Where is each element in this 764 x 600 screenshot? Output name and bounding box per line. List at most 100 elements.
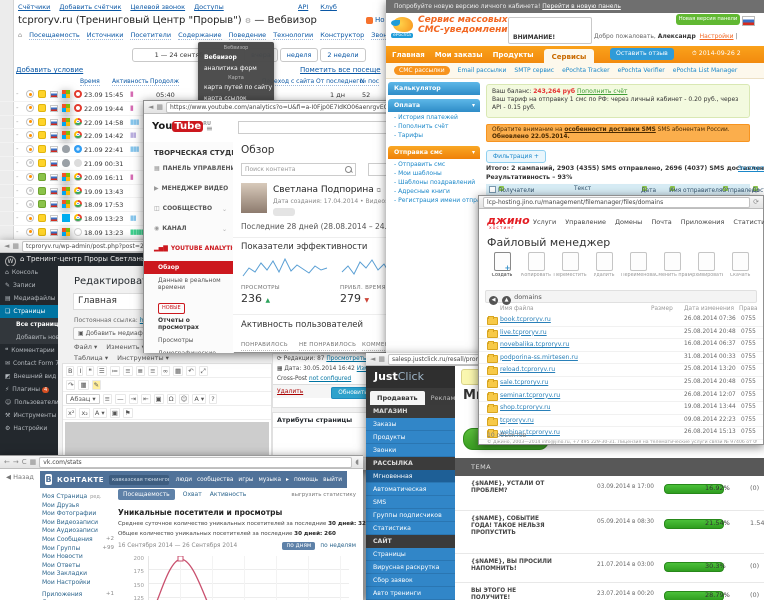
webvisor-replay-icon[interactable] [26, 117, 34, 126]
chart-plot-area[interactable] [148, 555, 349, 600]
sms-campaigns-tab-active[interactable]: СМС рассылки [394, 66, 450, 75]
webvisor-replay-icon[interactable] [26, 214, 34, 223]
tabs-icon[interactable]: ▦ [156, 102, 164, 111]
sidebar-link[interactable]: - Тарифы [394, 132, 423, 139]
column-header[interactable]: Отправлено + [722, 186, 759, 194]
tab-reach[interactable]: Охват [182, 491, 202, 498]
sidebar-item[interactable]: МАГАЗИН [366, 405, 455, 418]
sidebar-item[interactable]: SMS [366, 496, 455, 509]
column-header[interactable]: Получатели + [498, 186, 535, 194]
back-icon[interactable]: ← [4, 457, 10, 466]
wp-menu-item[interactable]: ❏ Страницы [0, 305, 58, 318]
wp-menu-item[interactable]: ⚒ Инструменты [5, 412, 57, 419]
theme-column-header[interactable]: ТЕМА [471, 463, 492, 471]
wp-menu-item[interactable]: ⚙ Настройки [5, 425, 48, 432]
crosspost-link[interactable]: not configured [308, 376, 352, 382]
editor-icon[interactable]: Ω [166, 393, 176, 404]
editor-icon[interactable]: ❝ [86, 365, 94, 376]
calculator-header[interactable]: Калькулятор [388, 82, 480, 95]
channel-avatar[interactable] [241, 183, 267, 213]
back-icon[interactable]: ◄ [4, 241, 10, 250]
hosting-nav-item[interactable]: Домены [614, 218, 643, 226]
wp-menu-item[interactable]: ▤ Медиафайлы [5, 295, 56, 302]
sidebar-item[interactable]: Звонки [366, 444, 455, 457]
webvisor-replay-icon[interactable] [26, 186, 34, 195]
send-sms-header[interactable]: Отправка смс ▾ [388, 146, 480, 159]
wp-menu-item[interactable]: Добавить новую [0, 331, 58, 344]
gear-icon[interactable]: ⚙ [244, 17, 252, 25]
sort-icon[interactable]: + [642, 186, 647, 191]
analytics-submenu-item[interactable]: НОВЫЕ [158, 303, 185, 314]
nav-link[interactable]: выйти [323, 476, 342, 483]
wp-menu-item[interactable]: ⚡ Плагины 4 [5, 386, 50, 393]
language-flag-icon[interactable] [742, 16, 755, 26]
editor-icon[interactable]: B [66, 365, 75, 376]
subnav-link[interactable]: Email рассылки [457, 67, 507, 74]
back-icon[interactable]: ◀ [489, 296, 498, 305]
youtube-logo[interactable]: You Tube RU [152, 121, 212, 132]
sidebar-link[interactable]: Мои Закладки [42, 570, 87, 578]
editor-icon[interactable]: ≣ [135, 365, 146, 376]
nav-tab[interactable]: Технологии [273, 31, 314, 40]
by-week-button[interactable]: по неделям [320, 543, 356, 549]
edit-date-link[interactable]: Изменить [356, 366, 366, 372]
nav-link[interactable]: люди [175, 476, 192, 483]
back-link[interactable]: ◀ Назад [6, 473, 34, 481]
folder-row[interactable]: podporina-ss.mirtesen.ru 31.08.2014 00:3… [479, 352, 763, 365]
filter-button[interactable]: Фильтрация + [486, 150, 546, 163]
sort-icon[interactable]: + [723, 186, 728, 191]
feedback-button[interactable]: Оставить отзыв [610, 48, 674, 60]
home-icon[interactable]: ⌂ [20, 255, 27, 263]
campaign-row[interactable]: {$NAME}, ВЫ ПРОСИЛИ НАПОМНИТЬ! 21.07.201… [455, 554, 764, 583]
reload-icon[interactable]: C [21, 457, 27, 466]
sidebar-item[interactable]: САЙТ [366, 535, 455, 548]
column-header[interactable]: От последнего [316, 78, 364, 86]
subnav-link[interactable]: ePochta Tracker [562, 67, 610, 74]
expand-icon[interactable]: - [16, 227, 19, 236]
column-header[interactable]: Активность [112, 78, 149, 86]
sidebar-link[interactable]: Мои Аудиозаписи [42, 527, 98, 535]
folder-row[interactable]: tcproryv.ru 09.08.2014 22:23 0755 [479, 415, 763, 428]
wp-menu-item[interactable]: ☺ Пользователи [5, 399, 58, 406]
report-period[interactable]: Последние 28 дней (28.08.2014 – 24.09.20… [241, 222, 421, 231]
wp-menu-item[interactable]: ✎ Записи [5, 282, 36, 289]
campaign-row[interactable]: ВЫ ЭТОГО НЕ ПОЛУЧИТЕ! 23.07.2014 в 00:20… [455, 583, 764, 600]
expand-icon[interactable]: - [16, 90, 19, 98]
wp-menu-item[interactable]: ◩ Внешний вид [5, 373, 57, 380]
editor-icon[interactable]: ⚑ [122, 407, 133, 418]
expand-icon[interactable]: - [16, 186, 19, 195]
sidebar-link[interactable]: - Регистрация имени отправителя [394, 197, 503, 204]
studio-menu-item[interactable]: ▦ ПАНЕЛЬ УПРАВЛЕНИЯ [154, 165, 234, 172]
editor-icon[interactable]: ? [209, 393, 217, 404]
sidebar-link[interactable]: Мои Новости [42, 553, 83, 561]
sidebar-link[interactable]: - Шаблоны поздравлений [394, 179, 476, 186]
editor-icon[interactable]: ☰ [96, 365, 107, 376]
menu-item-webvisor[interactable]: Вебвизор [204, 54, 237, 61]
vk-logo-text[interactable]: КОНТАКТЕ [57, 475, 105, 484]
topup-link[interactable]: Пополнить счёт [576, 88, 628, 95]
expand-icon[interactable]: - [16, 117, 19, 126]
column-header[interactable]: Дата изменения [684, 306, 735, 312]
mark-all-visits-link[interactable]: Пометить все посеще [300, 66, 381, 74]
arrow-icon[interactable]: ▸ [286, 476, 289, 483]
subnav-link[interactable]: ePochta List Manager [672, 67, 738, 74]
expand-icon[interactable]: - [16, 214, 19, 223]
nav-link[interactable]: музыка [258, 476, 282, 483]
folder-row[interactable]: reload.tcproryv.ru 25.08.2014 13:20 0755 [479, 364, 763, 377]
sidebar-link[interactable]: Мои Настройки [42, 578, 91, 586]
editor-icon[interactable]: ≔ [109, 365, 121, 376]
column-header[interactable]: Имя файла [500, 306, 534, 312]
folder-name-link[interactable]: tcproryv.ru [500, 416, 534, 424]
date-range[interactable]: 16 Сентября 2014 — 26 Сентября 2014 [118, 543, 238, 549]
hosting-nav-item[interactable]: Приложения [680, 218, 725, 226]
menu-item-site-paths-map[interactable]: карта путей по сайту [204, 84, 273, 91]
webvisor-replay-icon[interactable] [26, 158, 34, 167]
add-media-button[interactable]: ▣ Добавить медиафайл [73, 327, 160, 340]
vk-logo-icon[interactable]: В [45, 474, 53, 485]
webvisor-replay-icon[interactable] [26, 200, 34, 209]
webvisor-replay-icon[interactable] [26, 145, 34, 154]
forward-icon[interactable]: → [12, 457, 19, 466]
expand-icon[interactable]: - [16, 200, 19, 209]
sidebar-item[interactable]: Заказы [366, 418, 455, 431]
tabs-icon[interactable]: ▦ [12, 241, 20, 250]
